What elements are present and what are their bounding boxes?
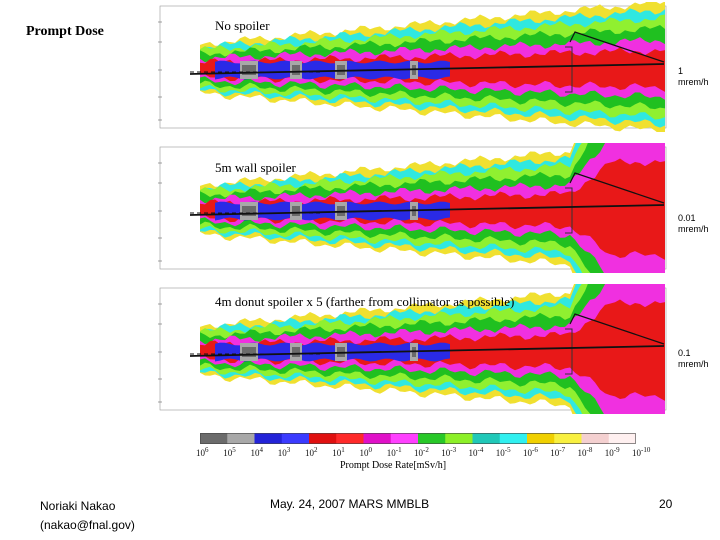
colorbar-swatch [363,433,392,444]
colorbar-tick-label: 106 [196,446,209,458]
colorbar-swatch [472,433,501,444]
rate-unit: mrem/h [678,77,709,87]
panel-label-no-spoiler: No spoiler [215,18,270,33]
dose-map-no-spoiler [158,2,667,132]
colorbar-swatch [445,433,473,444]
author-name: Noriaki Nakao [40,499,116,513]
magnet-core [292,347,300,357]
dose-core [215,342,450,362]
colorbar-swatch [336,433,364,444]
colorbar-swatch [227,433,255,444]
rate-value: 0.01 [678,213,696,223]
colorbar-swatch [499,433,528,444]
colorbar-swatch [390,433,419,444]
rate-label-no-spoiler: 1 mrem/h [678,66,720,88]
footer-event: May. 24, 2007 MARS MMBLB [270,497,430,511]
colorbar-tick-label: 10-7 [550,446,566,458]
slide-title: Prompt Dose [26,24,104,39]
colorbar-tick-label: 10-5 [495,446,511,458]
colorbar-swatch [281,433,310,444]
colorbar-tick-label: 104 [250,446,264,458]
colorbar-tick-label: 10-3 [441,446,457,458]
dose-rate-colorbar [200,433,636,444]
colorbar-tick-label: 10-1 [386,446,402,458]
rate-label-wall-spoiler: 0.01 mrem/h [678,213,720,235]
colorbar-tick-label: 105 [223,446,236,458]
colorbar-title: Prompt Dose Rate[mSv/h] [340,460,447,471]
tunnel-wall [565,187,573,234]
shield-outline [569,313,665,345]
footer-author: Noriaki Nakao (nakao@fnal.gov) [40,497,135,535]
colorbar-tick-labels: 106 105 104 103 102 101 100 10-1 10-2 10-3 10-4 10-… [196,446,656,460]
colorbar-swatch [200,433,228,444]
colorbar-tick-label: 10-2 [414,446,429,458]
page-number: 20 [659,497,673,511]
colorbar-swatch [254,433,283,444]
magnet-core [242,65,256,75]
colorbar-tick-label: 10-8 [577,446,593,458]
tunnel-wall [565,46,573,93]
tunnel-wall [565,328,573,375]
magnet-core [242,347,256,357]
dose-map-wall-spoiler [158,143,667,273]
colorbar-swatch [309,433,337,444]
panel-label-donut-spoiler: 4m donut spoiler x 5 (farther from colli… [215,294,515,309]
rate-value: 1 [678,66,684,76]
colorbar-swatch [527,433,555,444]
colorbar-swatch [418,433,446,444]
magnet-core [242,206,256,216]
dose-map-panel-wall-spoiler: 5m wall spoiler [120,143,676,273]
dose-map-donut-spoiler [158,284,667,414]
dose-map-panel-donut-spoiler: 4m donut spoiler x 5 (farther from colli… [120,284,676,414]
rate-value: 0.1 [678,348,691,358]
shield-outline [569,31,665,63]
colorbar-tick-label: 10-6 [523,446,538,458]
colorbar-tick-label: 103 [277,446,291,458]
author-email: (nakao@fnal.gov) [40,518,135,532]
colorbar-swatch [581,433,610,444]
colorbar-tick-label: 10-10 [632,446,651,458]
shield-outline [569,172,665,204]
dose-core [215,60,450,80]
panel-label-wall-spoiler: 5m wall spoiler [215,160,296,175]
magnet-core [292,65,300,75]
rate-unit: mrem/h [678,224,709,234]
colorbar-tick-label: 101 [332,446,345,458]
colorbar-tick-label: 10-4 [468,446,484,458]
colorbar-tick-label: 100 [359,446,373,458]
colorbar-tick-label: 102 [305,446,318,458]
colorbar-swatch [608,433,636,444]
rate-label-donut-spoiler: 0.1 mrem/h [678,348,720,370]
dose-map-panel-no-spoiler: No spoiler [120,2,676,132]
magnet-core [292,206,300,216]
dose-core [215,201,450,221]
colorbar-border [200,433,636,444]
rate-unit: mrem/h [678,359,709,369]
colorbar-tick-label: 10-9 [604,446,620,458]
colorbar-swatch [554,433,582,444]
